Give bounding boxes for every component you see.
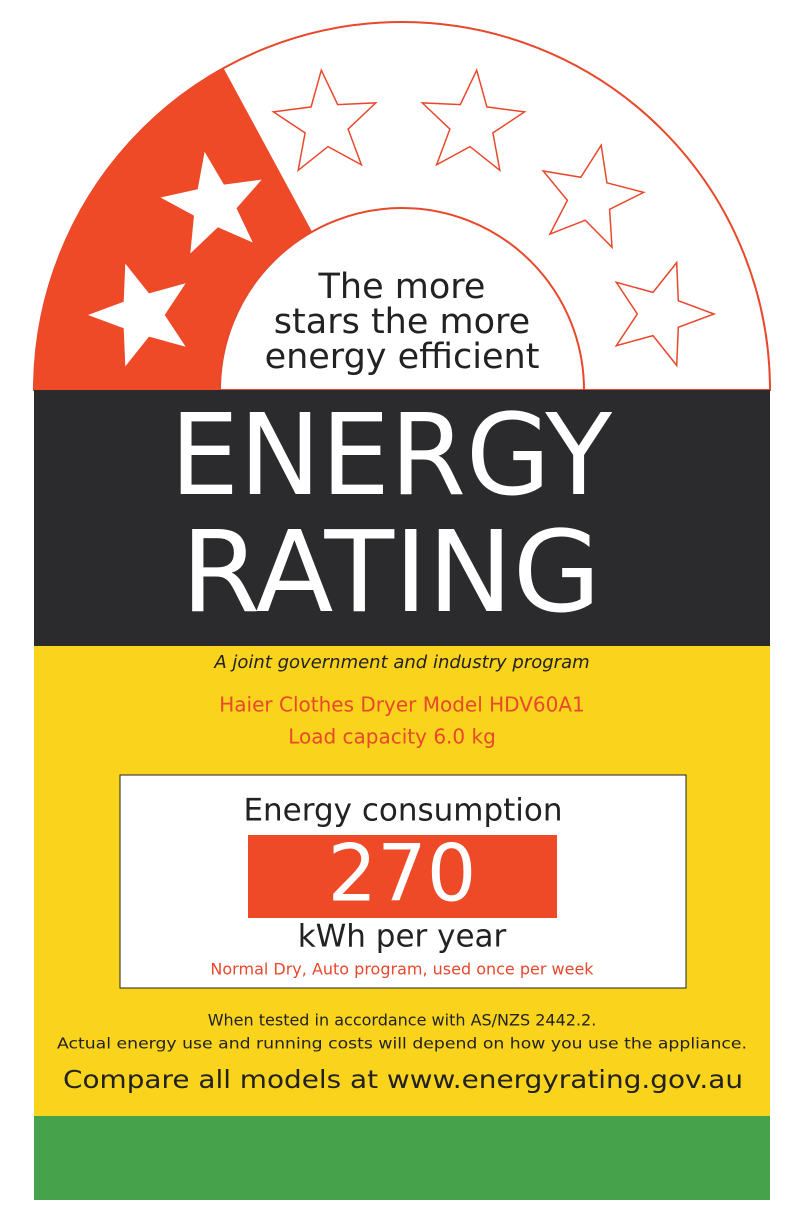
program: A joint government and industry program [213,652,589,673]
capacity: Load capacity 6.0 kg [288,725,496,749]
star [271,68,378,173]
star [541,143,646,250]
tagline: The more [318,267,486,307]
model: Haier Clothes Dryer Model HDV60A1 [219,693,584,717]
title-band [34,390,770,646]
title: ENERGY [170,391,613,521]
inner-arc [219,207,585,391]
tagline: stars the more [274,302,530,342]
stars [88,68,717,368]
star [420,68,527,173]
star [88,263,186,367]
tagline: energy efficient [265,337,540,377]
value-box [248,835,557,918]
consumption-value: 270 [328,829,477,919]
star [614,260,717,368]
consumption-heading: Energy consumption [243,793,562,829]
unit: kWh per year [298,919,507,955]
note: Normal Dry, Auto program, used once per … [210,960,594,979]
title: RATING [181,508,601,638]
standard: When tested in accordance with AS/NZS 24… [208,1011,597,1030]
footer-band [34,1116,770,1200]
website: Compare all models at www.energyrating.g… [63,1065,743,1094]
star [160,151,262,254]
disclaimer: Actual energy use and running costs will… [57,1035,747,1053]
